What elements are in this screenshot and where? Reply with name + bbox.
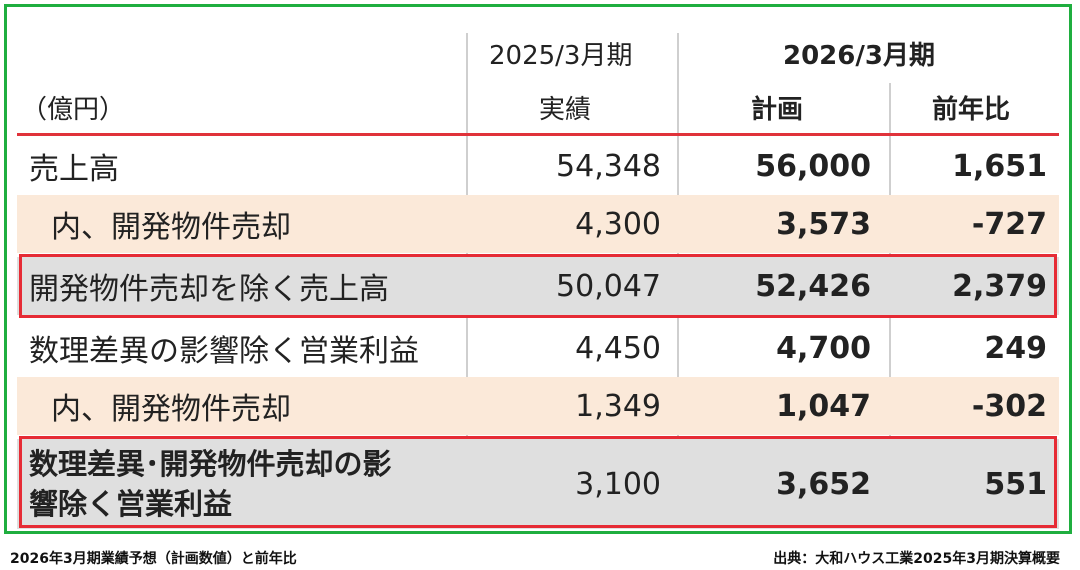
header-rule [17, 133, 1059, 136]
plan-value: 3,652 [776, 466, 871, 502]
actual-value: 3,100 [575, 466, 661, 502]
actual-value: 50,047 [556, 268, 661, 304]
table-row: 内、開発物件売却 4,300 3,573 -727 [17, 195, 1059, 253]
period-next-header: 2026/3月期 [783, 41, 935, 71]
col-yoy-header: 前年比 [932, 95, 1011, 125]
col-actual-header: 実績 [539, 95, 592, 125]
row-label: 内、開発物件売却 [51, 392, 291, 427]
row-label: 開発物件売却を除く売上高 [29, 272, 389, 307]
yoy-value: 551 [984, 466, 1047, 502]
plan-value: 56,000 [755, 148, 871, 184]
plan-value: 1,047 [776, 388, 871, 424]
actual-value: 54,348 [556, 148, 661, 184]
row-label: 数理差異の影響除く営業利益 [29, 334, 419, 369]
plan-value: 52,426 [755, 268, 871, 304]
table-row: 数理差異の影響除く営業利益 4,450 4,700 249 [17, 319, 1059, 377]
table-row: 売上高 54,348 56,000 1,651 [17, 137, 1059, 195]
table-row: 内、開発物件売却 1,349 1,047 -302 [17, 377, 1059, 435]
plan-value: 3,573 [776, 206, 871, 242]
actual-value: 1,349 [575, 388, 661, 424]
row-label: 売上高 [29, 152, 119, 187]
table-row: 数理差異･開発物件売却の影響除く営業利益 3,100 3,652 551 [17, 439, 1059, 529]
period-prev-header: 2025/3月期 [489, 41, 633, 71]
table-row: 開発物件売却を除く売上高 50,047 52,426 2,379 [17, 257, 1059, 315]
caption: 2026年3月期業績予想（計画数値）と前年比 [10, 551, 297, 567]
actual-value: 4,450 [575, 330, 661, 366]
plan-value: 4,700 [776, 330, 871, 366]
row-label: 内、開発物件売却 [51, 210, 291, 245]
row-label: 数理差異･開発物件売却の影響除く営業利益 [29, 447, 392, 521]
yoy-value: 2,379 [952, 268, 1047, 304]
col-plan-header: 計画 [751, 95, 804, 125]
yoy-value: -727 [971, 206, 1047, 242]
unit-label: （億円） [21, 95, 126, 125]
source-note: 出典：大和ハウス工業2025年3月期決算概要 [773, 551, 1060, 567]
table-frame: 2025/3月期 2026/3月期 （億円） 実績 計画 前年比 売上高 54,… [4, 4, 1072, 534]
yoy-value: 249 [984, 330, 1047, 366]
yoy-value: -302 [971, 388, 1047, 424]
yoy-value: 1,651 [952, 148, 1047, 184]
actual-value: 4,300 [575, 206, 661, 242]
